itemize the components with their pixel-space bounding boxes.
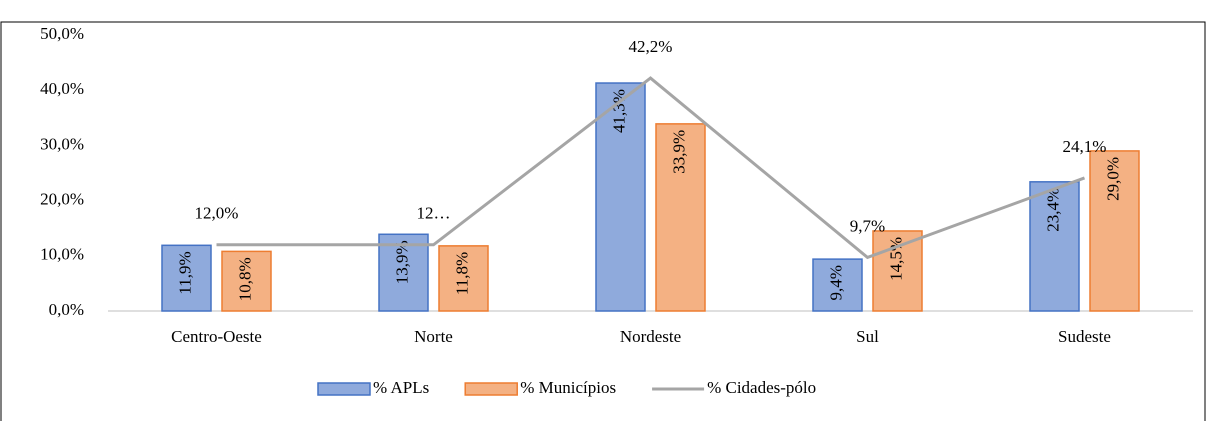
- frame: [0, 21, 1206, 421]
- line-value-label: 12,0%: [195, 204, 239, 223]
- bar: [872, 230, 923, 312]
- legend-label: % APLs: [373, 378, 429, 397]
- bar: [1029, 181, 1080, 312]
- bar: [221, 250, 272, 312]
- legend-swatch: [464, 382, 518, 396]
- bar-value-label: 13,9%: [392, 240, 411, 284]
- bar: [378, 233, 429, 312]
- bar: [438, 245, 489, 312]
- bar-value-label: 11,8%: [452, 252, 471, 295]
- x-tick-label: Sudeste: [1058, 327, 1111, 346]
- x-tick-label: Nordeste: [620, 327, 681, 346]
- legend-label: % Municípios: [520, 378, 616, 397]
- legend-swatch: [317, 382, 371, 396]
- x-tick-label: Sul: [856, 327, 879, 346]
- bar-value-label: 10,8%: [235, 257, 254, 301]
- bar-value-label: 23,4%: [1043, 188, 1062, 232]
- y-tick-label: 50,0%: [40, 24, 84, 43]
- line-value-label: 12…: [417, 204, 451, 223]
- bar-value-label: 11,9%: [175, 251, 194, 294]
- bar: [1089, 150, 1140, 312]
- line-value-label: 9,7%: [850, 216, 885, 235]
- bar: [812, 258, 863, 312]
- bar-value-label: 9,4%: [826, 265, 845, 300]
- y-tick-label: 0,0%: [49, 300, 84, 319]
- line-value-label: 24,1%: [1063, 137, 1107, 156]
- x-tick-label: Norte: [414, 327, 453, 346]
- y-tick-label: 30,0%: [40, 134, 84, 153]
- bar: [595, 82, 646, 312]
- y-tick-label: 20,0%: [40, 190, 84, 209]
- bar: [655, 123, 706, 312]
- line-value-label: 42,2%: [629, 37, 673, 56]
- bar-value-label: 29,0%: [1103, 157, 1122, 201]
- y-tick-label: 10,0%: [40, 245, 84, 264]
- line: [216, 76, 1086, 260]
- bar: [161, 244, 212, 312]
- legend-label: % Cidades-pólo: [707, 378, 816, 397]
- y-tick-label: 40,0%: [40, 79, 84, 98]
- bar-value-label: 33,9%: [669, 130, 688, 174]
- x-tick-label: Centro-Oeste: [171, 327, 262, 346]
